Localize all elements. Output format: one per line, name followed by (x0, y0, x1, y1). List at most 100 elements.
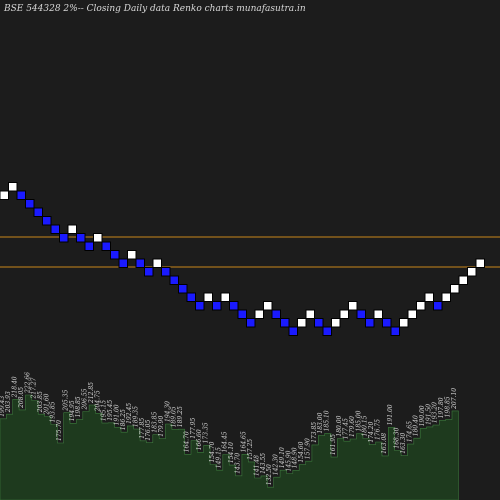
renko-brick-down (16, 190, 26, 200)
close-price-label: 168.30 (394, 427, 401, 448)
close-price-label: 177.95 (190, 418, 197, 439)
close-price-label: 194.95 (69, 400, 76, 421)
renko-brick-down (118, 258, 128, 268)
close-price-label: 189.35 (133, 406, 140, 427)
close-price-label: 154.70 (209, 441, 216, 462)
close-price-label: 198.85 (75, 396, 82, 417)
close-price-label: 166.60 (196, 429, 203, 450)
close-price-label: 154.10 (228, 442, 235, 463)
renko-brick-up (416, 301, 426, 311)
renko-brick-down (237, 309, 247, 319)
renko-brick-up (458, 275, 468, 285)
renko-brick-down (42, 216, 52, 226)
close-price-label: 185.10 (324, 410, 331, 431)
renko-brick-up (67, 224, 77, 234)
close-price-label: 142.30 (273, 454, 280, 475)
renko-brick-down (76, 233, 86, 243)
close-price-label: 174.20 (368, 421, 375, 442)
close-price-label: 141.48 (254, 455, 261, 476)
close-price-label: 197.80 (438, 397, 445, 418)
close-price-label: 148.90 (292, 447, 299, 468)
close-price-label: 199.43 (0, 396, 6, 417)
renko-brick-down (246, 318, 256, 328)
renko-brick-down (229, 301, 239, 311)
close-price-label: 183.85 (152, 412, 159, 433)
renko-brick-down (390, 326, 400, 336)
renko-brick-up (220, 292, 230, 302)
close-price-label: 185.00 (355, 410, 362, 431)
renko-brick-down (169, 275, 179, 285)
renko-brick-up (467, 267, 477, 277)
close-price-label: 218.40 (12, 376, 19, 398)
renko-brick-down (33, 207, 43, 217)
renko-brick-down (135, 258, 145, 268)
reference-lines (0, 236, 500, 268)
close-price-area (0, 394, 459, 500)
close-price-label: 180.15 (362, 415, 369, 436)
renko-brick-up (203, 292, 213, 302)
close-price-label: 189.05 (171, 406, 178, 427)
close-price-area-shape (0, 394, 459, 500)
renko-brick-down (195, 301, 205, 311)
renko-brick-down (433, 301, 443, 311)
close-price-label: 180.00 (336, 415, 343, 436)
close-price-label: 176.05 (145, 420, 152, 441)
renko-brick-up (450, 284, 460, 294)
renko-brick-down (322, 326, 332, 336)
renko-brick-down (101, 241, 111, 251)
close-price-label: 157.25 (247, 439, 254, 460)
renko-brick-up (8, 182, 18, 192)
close-price-label: 192.45 (126, 403, 133, 424)
close-price-label: 163.08 (381, 433, 388, 454)
close-price-label: 164.70 (183, 431, 190, 452)
close-price-label: 204.75 (94, 390, 101, 412)
renko-brick-down (365, 318, 375, 328)
renko-brick-down (25, 199, 35, 209)
chart-title: BSE 544328 2%-- Closing Daily data Renko… (3, 4, 306, 14)
renko-brick-down (178, 284, 188, 294)
renko-brick-down (144, 267, 154, 277)
close-price-label: 205.35 (63, 390, 70, 412)
close-price-label: 193.20 (432, 402, 439, 423)
close-price-label: 180.40 (413, 415, 420, 436)
close-price-label: 164.45 (222, 431, 229, 452)
renko-brick-down (59, 233, 69, 243)
close-price-label: 145.90 (285, 450, 292, 471)
renko-brick-up (331, 318, 341, 328)
renko-brick-up (0, 190, 9, 200)
renko-brick-up (407, 309, 417, 319)
close-price-label: 132.50 (266, 464, 273, 485)
close-price-label: 198.85 (445, 396, 452, 417)
close-price-label: 143.55 (260, 453, 267, 474)
close-price-label: 207.10 (451, 388, 458, 410)
renko-brick-up (93, 233, 103, 243)
close-price-label: 191.00 (387, 404, 394, 425)
renko-brick-up (152, 258, 162, 268)
renko-brick-up (254, 309, 264, 319)
renko-brick-up (348, 301, 358, 311)
close-price-label: 189.25 (177, 406, 184, 427)
renko-brick-up (441, 292, 451, 302)
close-price-label: 208.05 (18, 387, 25, 409)
close-price-label: 191.50 (425, 404, 432, 425)
close-price-label: 143.70 (234, 453, 241, 474)
renko-brick-down (110, 250, 120, 260)
close-price-label: 177.85 (139, 418, 146, 439)
close-price-label: 195.45 (107, 400, 114, 421)
close-price-label: 206.55 (82, 388, 89, 410)
close-price-label: 195.15 (101, 400, 108, 421)
renko-brick-down (186, 292, 196, 302)
close-price-label: 203.85 (37, 391, 44, 413)
renko-brick-down (212, 301, 222, 311)
close-price-label: 179.60 (349, 416, 356, 437)
renko-brick-down (314, 318, 324, 328)
close-price-label: 163.30 (400, 433, 407, 454)
renko-brick-up (475, 258, 485, 268)
renko-brick-down (382, 318, 392, 328)
close-price-label: 183.00 (317, 412, 324, 433)
close-price-label: 173.85 (311, 422, 318, 443)
close-price-label: 201.60 (43, 393, 50, 415)
close-price-label: 161.95 (330, 434, 337, 455)
